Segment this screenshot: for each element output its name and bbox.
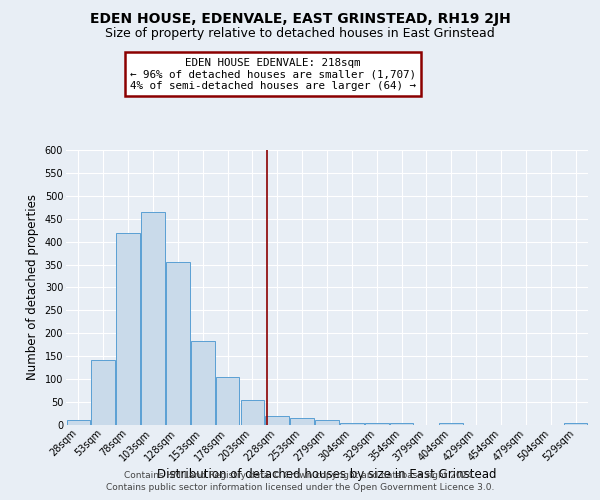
Bar <box>241 400 264 425</box>
Text: EDEN HOUSE, EDENVALE, EAST GRINSTEAD, RH19 2JH: EDEN HOUSE, EDENVALE, EAST GRINSTEAD, RH… <box>89 12 511 26</box>
Bar <box>564 422 587 425</box>
Bar <box>265 416 289 425</box>
Bar <box>216 377 239 425</box>
Bar <box>191 340 215 425</box>
Text: Contains public sector information licensed under the Open Government Licence 3.: Contains public sector information licen… <box>106 484 494 492</box>
X-axis label: Distribution of detached houses by size in East Grinstead: Distribution of detached houses by size … <box>157 468 497 481</box>
Bar <box>290 418 314 425</box>
Bar <box>67 420 90 425</box>
Text: Size of property relative to detached houses in East Grinstead: Size of property relative to detached ho… <box>105 28 495 40</box>
Text: Contains HM Land Registry data © Crown copyright and database right 2024.: Contains HM Land Registry data © Crown c… <box>124 471 476 480</box>
Bar <box>91 360 115 425</box>
Bar <box>439 422 463 425</box>
Text: EDEN HOUSE EDENVALE: 218sqm
← 96% of detached houses are smaller (1,707)
4% of s: EDEN HOUSE EDENVALE: 218sqm ← 96% of det… <box>130 58 416 90</box>
Bar <box>340 422 364 425</box>
Bar <box>390 422 413 425</box>
Bar <box>141 212 165 425</box>
Bar <box>315 420 339 425</box>
Bar <box>166 262 190 425</box>
Bar <box>116 234 140 425</box>
Bar <box>365 422 389 425</box>
Y-axis label: Number of detached properties: Number of detached properties <box>26 194 39 380</box>
